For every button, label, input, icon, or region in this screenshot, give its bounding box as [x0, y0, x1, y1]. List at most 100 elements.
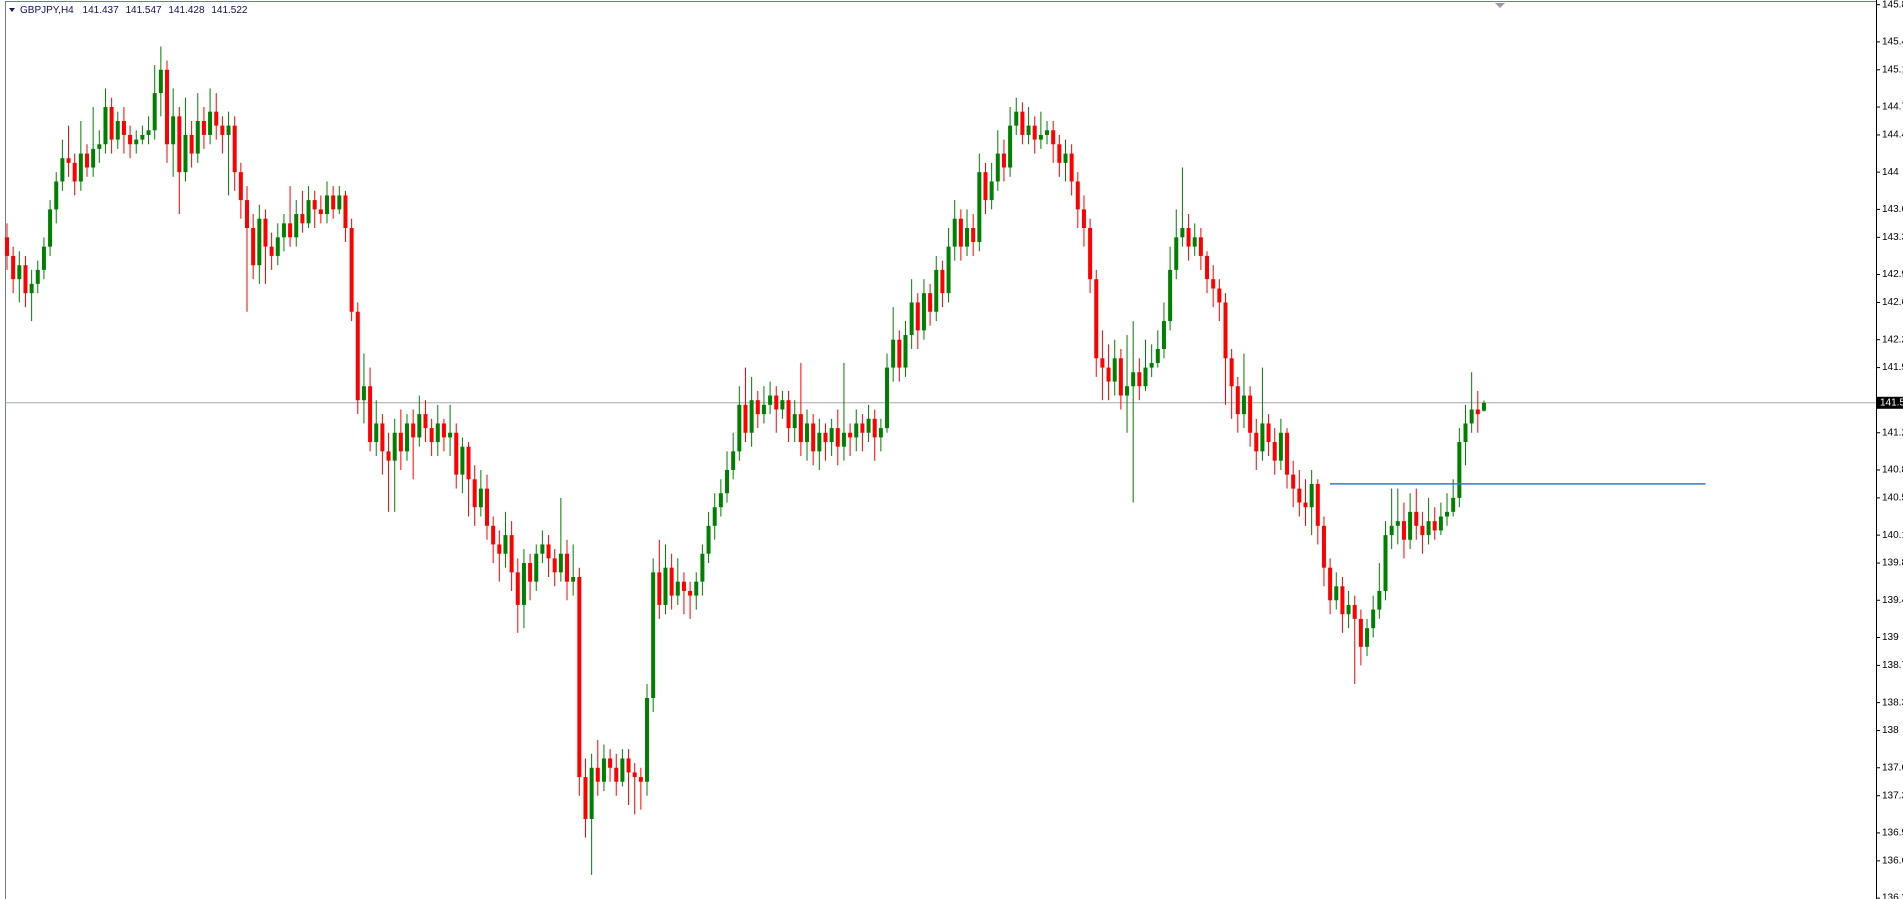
- candle-body: [17, 265, 22, 280]
- candle-body: [1272, 442, 1277, 461]
- y-tick-label: 137.3: [1882, 790, 1903, 801]
- candle-body: [1075, 181, 1080, 210]
- candle-body: [534, 553, 539, 582]
- candle-body: [860, 423, 865, 433]
- candle-body: [1315, 483, 1320, 526]
- y-tick-label: 138.3: [1882, 697, 1903, 708]
- candle-body: [663, 567, 668, 605]
- candle-body: [368, 386, 373, 443]
- candle-body: [454, 432, 459, 475]
- y-tick-label: 141.9: [1882, 362, 1903, 373]
- candle-body: [1161, 321, 1166, 349]
- candle-body: [897, 339, 902, 368]
- candle-body: [1014, 111, 1019, 126]
- candle-body: [921, 293, 926, 331]
- header-close: 141.522: [211, 5, 248, 16]
- y-tick-label: 144: [1882, 167, 1899, 178]
- y-tick-label: 144.4: [1882, 130, 1903, 141]
- candle-body: [1475, 409, 1480, 415]
- candle-body: [1186, 228, 1191, 247]
- candle-body: [817, 432, 822, 452]
- candle-body: [1328, 567, 1333, 601]
- header-dropdown[interactable]: [9, 8, 15, 12]
- candle-body: [1383, 535, 1388, 591]
- symbol: GBPJPY,H4: [20, 5, 74, 16]
- candle-body: [1371, 609, 1376, 629]
- candle-body: [1297, 488, 1302, 503]
- candle-body: [1389, 525, 1394, 536]
- y-tick-label: 136.9: [1882, 828, 1903, 839]
- candle-body: [1365, 628, 1370, 647]
- y-tick-label: 142.9: [1882, 269, 1903, 280]
- candle-body: [878, 428, 883, 438]
- candle-body: [392, 432, 397, 461]
- candle-body: [128, 134, 133, 145]
- candle-body: [72, 162, 77, 182]
- candle-body: [257, 218, 262, 266]
- candle-body: [1112, 358, 1117, 382]
- candle-body: [786, 400, 791, 429]
- candle-body: [411, 423, 416, 438]
- candle-body: [478, 488, 483, 508]
- candle-body: [589, 767, 594, 819]
- candle-body: [1248, 395, 1253, 433]
- candle-body: [1008, 125, 1013, 168]
- candle-body: [718, 493, 723, 508]
- candle-body: [208, 111, 213, 135]
- candle-body: [749, 400, 754, 433]
- candle-body: [1106, 367, 1111, 382]
- candle-body: [171, 116, 176, 145]
- candle-body: [23, 265, 28, 294]
- candle-body: [626, 758, 631, 773]
- candle-body: [1192, 237, 1197, 247]
- candle-body: [608, 758, 613, 768]
- candle-body: [1001, 153, 1006, 168]
- candle-body: [91, 148, 96, 168]
- candle-body: [989, 181, 994, 201]
- candle-body: [1451, 497, 1456, 512]
- candle-body: [848, 432, 853, 438]
- candle-body: [165, 69, 170, 145]
- candle-body: [1100, 358, 1105, 368]
- candle-body: [245, 200, 250, 229]
- candle-body: [331, 195, 336, 210]
- candle-body: [97, 144, 102, 149]
- candle-body: [232, 125, 237, 173]
- candle-body: [361, 386, 366, 401]
- candle-body: [263, 218, 268, 247]
- candle-body: [275, 237, 280, 256]
- candle-body: [11, 255, 16, 280]
- candle-body: [521, 563, 526, 605]
- candle-body: [1118, 358, 1123, 396]
- candle-body: [583, 777, 588, 819]
- y-tick-label: 140.5: [1882, 493, 1903, 504]
- candle-body: [737, 404, 742, 452]
- candle-body: [1445, 511, 1450, 517]
- candle-body: [1438, 516, 1443, 531]
- candle-body: [755, 400, 760, 415]
- candle-body: [688, 590, 693, 596]
- candle-body: [1254, 432, 1259, 452]
- candle-body: [515, 572, 520, 605]
- y-tick-label: 139.4: [1882, 595, 1903, 606]
- candle-body: [909, 302, 914, 336]
- candle-body: [1174, 237, 1179, 270]
- candle-body: [472, 479, 477, 508]
- candle-body: [54, 181, 59, 210]
- candle-body: [1235, 386, 1240, 415]
- candle-body: [374, 423, 379, 443]
- candle-body: [337, 195, 342, 210]
- candle-body: [983, 172, 988, 201]
- candle-body: [1081, 209, 1086, 229]
- candle-body: [48, 209, 53, 247]
- candle-body: [854, 423, 859, 438]
- candle-body: [780, 400, 785, 410]
- candle-body: [977, 172, 982, 242]
- candle-body: [134, 139, 139, 145]
- candle-body: [1241, 395, 1246, 415]
- candle-body: [152, 93, 157, 131]
- candle-body: [1063, 153, 1068, 163]
